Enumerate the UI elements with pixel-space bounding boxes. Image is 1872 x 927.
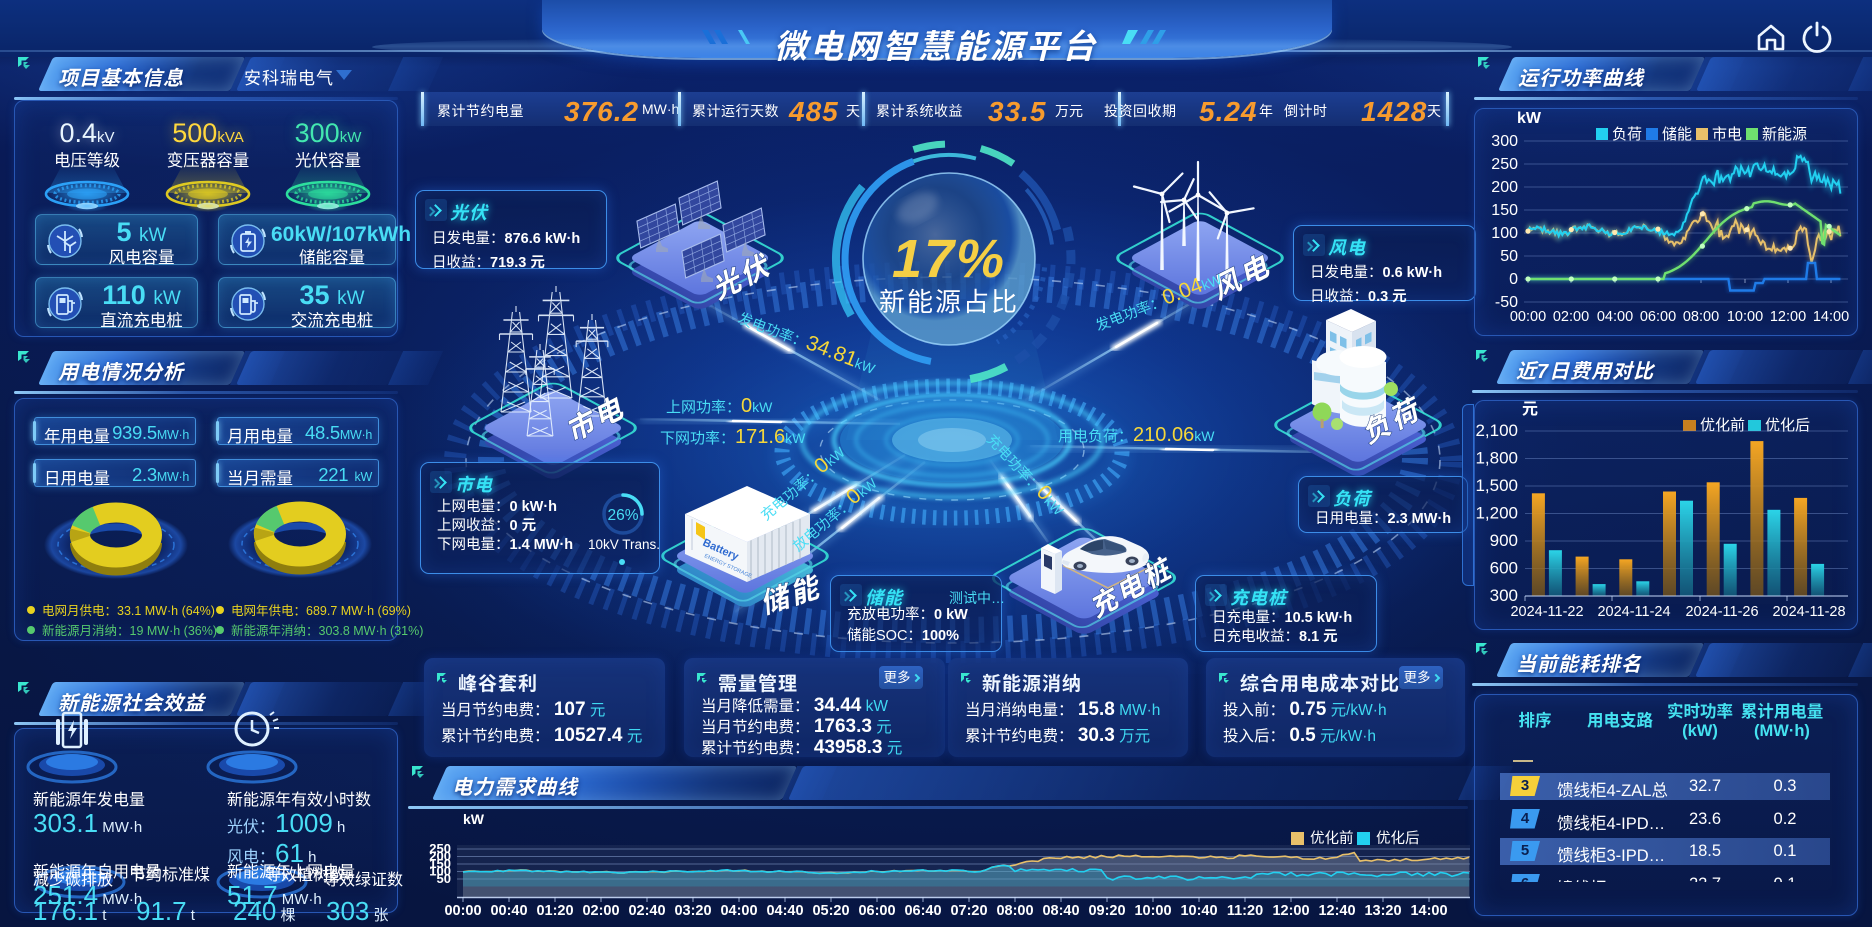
svg-text:10:40: 10:40 — [1180, 903, 1217, 919]
svg-text:300: 300 — [1491, 133, 1518, 150]
svg-text:优化后: 优化后 — [1765, 417, 1810, 434]
svg-text:kW: kW — [463, 811, 485, 827]
svg-text:14:00: 14:00 — [1813, 309, 1849, 325]
svg-text:50: 50 — [1500, 248, 1518, 265]
svg-text:08:00: 08:00 — [1683, 309, 1719, 325]
svg-text:-50: -50 — [1495, 294, 1518, 311]
svg-text:250: 250 — [1491, 156, 1518, 173]
svg-text:06:40: 06:40 — [904, 903, 941, 919]
svg-text:06:00: 06:00 — [858, 903, 895, 919]
svg-text:新能源占比: 新能源占比 — [879, 287, 1019, 317]
svg-text:1,500: 1,500 — [1475, 476, 1518, 495]
svg-text:50: 50 — [437, 871, 451, 886]
svg-text:06:00: 06:00 — [1640, 309, 1676, 325]
svg-text:00:40: 00:40 — [490, 903, 527, 919]
svg-text:2,100: 2,100 — [1475, 421, 1518, 440]
svg-text:13:20: 13:20 — [1364, 903, 1401, 919]
svg-text:100: 100 — [429, 864, 451, 879]
svg-text:1,800: 1,800 — [1475, 449, 1518, 468]
svg-text:上网功率：0kW: 上网功率：0kW — [666, 395, 773, 417]
svg-text:优化前: 优化前 — [1700, 417, 1745, 434]
svg-text:2024-11-24: 2024-11-24 — [1597, 604, 1670, 620]
svg-text:02:00: 02:00 — [582, 903, 619, 919]
svg-text:1,200: 1,200 — [1475, 504, 1518, 523]
svg-text:00:00: 00:00 — [444, 903, 481, 919]
svg-text:12:00: 12:00 — [1770, 309, 1806, 325]
svg-text:150: 150 — [1491, 202, 1518, 219]
svg-text:新能源: 新能源 — [1762, 126, 1807, 143]
svg-text:200: 200 — [429, 849, 451, 864]
svg-text:12:40: 12:40 — [1318, 903, 1355, 919]
svg-text:08:40: 08:40 — [1042, 903, 1079, 919]
svg-text:900: 900 — [1490, 531, 1518, 550]
svg-text:04:00: 04:00 — [720, 903, 757, 919]
svg-text:05:20: 05:20 — [812, 903, 849, 919]
svg-text:优化后: 优化后 — [1376, 830, 1420, 847]
svg-text:200: 200 — [1491, 179, 1518, 196]
svg-text:03:20: 03:20 — [674, 903, 711, 919]
svg-text:600: 600 — [1490, 559, 1518, 578]
svg-text:17%: 17% — [892, 229, 1006, 289]
svg-text:2024-11-26: 2024-11-26 — [1685, 604, 1758, 620]
svg-text:用电负荷：210.06kW: 用电负荷：210.06kW — [1058, 424, 1215, 446]
svg-text:下网功率：171.6kW: 下网功率：171.6kW — [660, 426, 806, 448]
svg-text:300: 300 — [1490, 586, 1518, 605]
svg-text:负荷: 负荷 — [1612, 126, 1642, 143]
svg-text:元: 元 — [1522, 401, 1538, 418]
svg-text:0: 0 — [1509, 271, 1518, 288]
svg-text:04:00: 04:00 — [1597, 309, 1633, 325]
svg-text:10:00: 10:00 — [1134, 903, 1171, 919]
svg-text:09:20: 09:20 — [1088, 903, 1125, 919]
svg-text:2024-11-28: 2024-11-28 — [1772, 604, 1845, 620]
svg-text:10:00: 10:00 — [1727, 309, 1763, 325]
svg-text:26%: 26% — [607, 507, 638, 524]
svg-text:14:00: 14:00 — [1410, 903, 1447, 919]
svg-text:2024-11-22: 2024-11-22 — [1510, 604, 1583, 620]
svg-text:01:20: 01:20 — [536, 903, 573, 919]
svg-text:02:00: 02:00 — [1553, 309, 1589, 325]
svg-text:250: 250 — [429, 841, 451, 856]
svg-text:00:00: 00:00 — [1510, 309, 1546, 325]
svg-text:11:20: 11:20 — [1227, 903, 1263, 919]
svg-text:市电: 市电 — [1712, 126, 1742, 143]
svg-text:kW: kW — [1517, 110, 1542, 127]
svg-text:12:00: 12:00 — [1272, 903, 1309, 919]
svg-text:02:40: 02:40 — [628, 903, 665, 919]
svg-text:04:40: 04:40 — [766, 903, 803, 919]
svg-text:150: 150 — [429, 856, 451, 871]
svg-text:储能: 储能 — [1662, 126, 1692, 143]
svg-text:08:00: 08:00 — [996, 903, 1033, 919]
svg-text:优化前: 优化前 — [1310, 830, 1354, 847]
svg-text:07:20: 07:20 — [950, 903, 987, 919]
svg-text:100: 100 — [1491, 225, 1518, 242]
